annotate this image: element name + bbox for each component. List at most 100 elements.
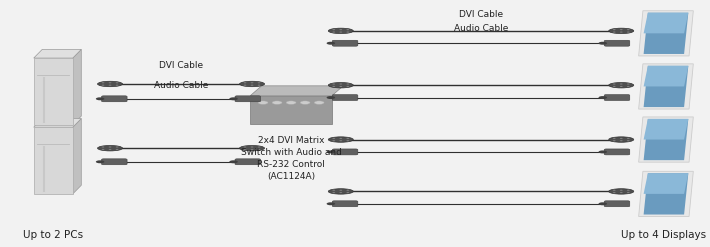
Ellipse shape xyxy=(332,86,335,87)
Circle shape xyxy=(327,42,335,45)
Ellipse shape xyxy=(244,82,246,83)
Ellipse shape xyxy=(251,85,253,86)
FancyBboxPatch shape xyxy=(102,96,127,102)
Ellipse shape xyxy=(346,138,349,139)
FancyBboxPatch shape xyxy=(604,201,630,207)
FancyBboxPatch shape xyxy=(604,149,630,155)
Ellipse shape xyxy=(332,32,335,33)
Ellipse shape xyxy=(620,83,623,84)
Ellipse shape xyxy=(328,189,354,194)
Text: DVI Cable: DVI Cable xyxy=(459,10,503,19)
Ellipse shape xyxy=(620,32,623,33)
Ellipse shape xyxy=(613,192,616,193)
Ellipse shape xyxy=(613,138,616,139)
Circle shape xyxy=(327,96,335,99)
FancyBboxPatch shape xyxy=(604,40,630,46)
Text: Up to 4 Displays: Up to 4 Displays xyxy=(621,230,706,240)
Ellipse shape xyxy=(620,140,623,141)
Ellipse shape xyxy=(608,137,634,142)
Ellipse shape xyxy=(109,149,111,150)
FancyBboxPatch shape xyxy=(604,95,630,101)
Ellipse shape xyxy=(608,28,634,34)
Ellipse shape xyxy=(102,85,104,86)
FancyBboxPatch shape xyxy=(332,149,358,155)
Ellipse shape xyxy=(244,146,246,147)
Ellipse shape xyxy=(328,28,354,34)
Ellipse shape xyxy=(258,85,261,86)
Ellipse shape xyxy=(613,83,616,84)
Ellipse shape xyxy=(109,85,111,86)
Ellipse shape xyxy=(339,140,342,141)
Ellipse shape xyxy=(627,192,630,193)
Ellipse shape xyxy=(346,83,349,84)
Ellipse shape xyxy=(346,32,349,33)
Circle shape xyxy=(229,97,238,100)
Ellipse shape xyxy=(258,149,261,150)
Ellipse shape xyxy=(109,82,111,83)
FancyBboxPatch shape xyxy=(102,159,127,165)
Ellipse shape xyxy=(97,81,123,87)
Polygon shape xyxy=(639,171,694,216)
Ellipse shape xyxy=(627,138,630,139)
FancyBboxPatch shape xyxy=(332,201,358,207)
Ellipse shape xyxy=(251,146,253,147)
Ellipse shape xyxy=(620,190,623,191)
Ellipse shape xyxy=(116,82,119,83)
Polygon shape xyxy=(644,173,689,214)
Ellipse shape xyxy=(97,145,123,151)
Polygon shape xyxy=(644,66,689,86)
FancyBboxPatch shape xyxy=(235,96,261,102)
Circle shape xyxy=(599,150,607,153)
Ellipse shape xyxy=(258,146,261,147)
Ellipse shape xyxy=(346,190,349,191)
Circle shape xyxy=(258,101,268,104)
Ellipse shape xyxy=(239,145,265,151)
Ellipse shape xyxy=(251,149,253,150)
Polygon shape xyxy=(644,119,689,160)
Ellipse shape xyxy=(613,29,616,30)
Polygon shape xyxy=(72,49,81,125)
Ellipse shape xyxy=(328,82,354,88)
Text: Up to 2 PCs: Up to 2 PCs xyxy=(23,230,83,240)
Polygon shape xyxy=(644,13,689,33)
Circle shape xyxy=(599,42,607,45)
Ellipse shape xyxy=(102,149,104,150)
Ellipse shape xyxy=(339,138,342,139)
Polygon shape xyxy=(250,86,344,96)
Ellipse shape xyxy=(613,32,616,33)
Text: 2x4 DVI Matrix
Switch with Audio and
RS-232 Control
(AC1124A): 2x4 DVI Matrix Switch with Audio and RS-… xyxy=(241,136,342,181)
Ellipse shape xyxy=(339,86,342,87)
Ellipse shape xyxy=(339,192,342,193)
Polygon shape xyxy=(34,49,81,58)
Ellipse shape xyxy=(244,149,246,150)
Ellipse shape xyxy=(116,146,119,147)
Ellipse shape xyxy=(346,140,349,141)
Ellipse shape xyxy=(627,140,630,141)
Polygon shape xyxy=(34,119,81,127)
Polygon shape xyxy=(72,119,81,194)
Ellipse shape xyxy=(116,85,119,86)
Ellipse shape xyxy=(102,146,104,147)
Polygon shape xyxy=(250,96,332,124)
Ellipse shape xyxy=(339,29,342,30)
Ellipse shape xyxy=(620,138,623,139)
Ellipse shape xyxy=(251,82,253,83)
Ellipse shape xyxy=(346,192,349,193)
Ellipse shape xyxy=(332,140,335,141)
Circle shape xyxy=(314,101,324,104)
Ellipse shape xyxy=(258,82,261,83)
Circle shape xyxy=(599,202,607,205)
Polygon shape xyxy=(639,117,694,162)
Polygon shape xyxy=(644,13,689,54)
Circle shape xyxy=(272,101,282,104)
Ellipse shape xyxy=(239,81,265,87)
Text: Audio Cable: Audio Cable xyxy=(454,24,508,33)
Ellipse shape xyxy=(627,29,630,30)
Ellipse shape xyxy=(620,29,623,30)
Ellipse shape xyxy=(109,146,111,147)
Ellipse shape xyxy=(346,29,349,30)
Ellipse shape xyxy=(627,83,630,84)
Ellipse shape xyxy=(339,32,342,33)
Polygon shape xyxy=(639,11,694,56)
Ellipse shape xyxy=(613,86,616,87)
